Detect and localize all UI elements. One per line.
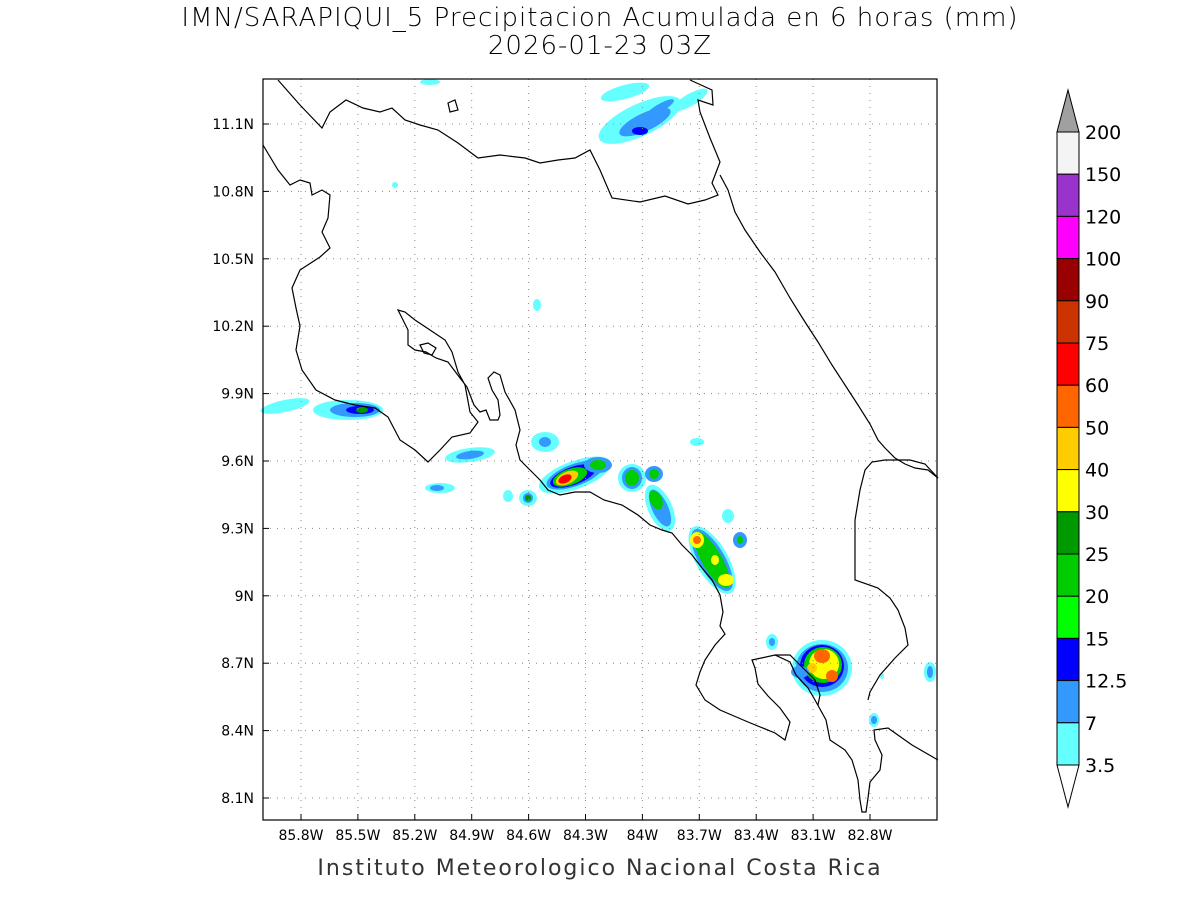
legend-swatch bbox=[1056, 131, 1080, 175]
lat-tick-label: 8.1N bbox=[221, 791, 254, 807]
legend-label: 60 bbox=[1085, 375, 1109, 397]
precip-cluster-gulf bbox=[425, 432, 559, 506]
lat-tick-label: 8.4N bbox=[221, 724, 254, 740]
legend-label: 12.5 bbox=[1085, 671, 1127, 693]
title-line-1: IMN/SARAPIQUI_5 Precipitacion Acumulada … bbox=[181, 3, 1019, 33]
legend-swatch bbox=[1056, 426, 1080, 471]
lon-tick-label: 84.3W bbox=[563, 828, 608, 844]
map-gridlines bbox=[263, 79, 937, 820]
precip-cluster-osa bbox=[766, 634, 936, 727]
precip-cluster-nicoya bbox=[260, 398, 383, 420]
legend-label: 30 bbox=[1085, 502, 1109, 524]
legend-bottom-arrow bbox=[1056, 764, 1080, 809]
lon-tick-label: 85.5W bbox=[335, 828, 380, 844]
precip-blob bbox=[533, 299, 541, 311]
lat-tick-label: 10.5N bbox=[212, 252, 254, 268]
coastline-nicaragua bbox=[277, 79, 721, 205]
coastline-caribbean bbox=[719, 174, 939, 479]
precip-cluster-south-pacific bbox=[688, 526, 736, 594]
lat-tick-label: 9.6N bbox=[221, 454, 254, 470]
legend-label: 7 bbox=[1085, 713, 1097, 735]
lat-tick-label: 10.2N bbox=[212, 319, 254, 335]
lat-tick-label: 11.1N bbox=[212, 117, 254, 133]
legend-swatch bbox=[1056, 173, 1080, 217]
lon-tick-label: 85.8W bbox=[278, 828, 323, 844]
legend-top-arrow bbox=[1056, 88, 1080, 133]
lon-tick-label: 83.7W bbox=[677, 828, 722, 844]
lat-tick-label: 9N bbox=[235, 589, 254, 605]
legend-swatch bbox=[1056, 595, 1080, 639]
lat-tick-label: 10.8N bbox=[212, 184, 254, 200]
lat-tick-label: 9.3N bbox=[221, 521, 254, 537]
lon-tick-label: 84W bbox=[627, 828, 659, 844]
legend-swatch bbox=[1056, 469, 1080, 513]
lat-tick-label: 9.9N bbox=[221, 387, 254, 403]
map-frame bbox=[262, 78, 938, 821]
map-title: IMN/SARAPIQUI_5 Precipitacion Acumulada … bbox=[0, 4, 1200, 60]
legend-label: 3.5 bbox=[1085, 755, 1115, 777]
precipitation-layer bbox=[260, 79, 936, 727]
legend-swatch bbox=[1056, 384, 1080, 428]
legend-swatch bbox=[1056, 300, 1080, 344]
precip-cluster-north bbox=[598, 82, 708, 144]
legend-label: 120 bbox=[1085, 206, 1121, 228]
legend-label: 150 bbox=[1085, 164, 1121, 186]
legend-label: 15 bbox=[1085, 628, 1109, 650]
coastline-lake-arenal bbox=[419, 342, 437, 356]
lon-tick-label: 84.9W bbox=[449, 828, 494, 844]
border-panama bbox=[854, 459, 939, 701]
legend-label: 50 bbox=[1085, 417, 1109, 439]
coastline-layer bbox=[262, 79, 939, 813]
lon-tick-label: 82.8W bbox=[847, 828, 892, 844]
precipitation-legend: 200 150 120 100 90 75 60 50 40 30 25 20 15 12.5 7 3.5 bbox=[1056, 88, 1127, 809]
latitude-axis: 11.1N 10.8N 10.5N 10.2N 9.9N 9.6N 9.3N 9N 8.7N 8.… bbox=[212, 117, 269, 807]
coastline-osa bbox=[775, 654, 821, 706]
precip-cluster-central-pacific bbox=[538, 456, 612, 494]
lon-tick-label: 84.6W bbox=[506, 828, 551, 844]
legend-label: 90 bbox=[1085, 291, 1109, 313]
precip-blob bbox=[420, 79, 440, 85]
precip-blob bbox=[392, 182, 398, 188]
legend-swatch bbox=[1056, 215, 1080, 260]
title-line-2: 2026-01-23 03Z bbox=[487, 31, 713, 61]
lon-tick-label: 83.1W bbox=[791, 828, 836, 844]
legend-swatch bbox=[1056, 511, 1080, 555]
legend-label: 40 bbox=[1085, 460, 1109, 482]
legend-label: 100 bbox=[1085, 249, 1121, 271]
legend-label: 75 bbox=[1085, 333, 1109, 355]
legend-swatch bbox=[1056, 342, 1080, 386]
legend-swatch bbox=[1056, 258, 1080, 302]
coastline-nicaragua-lake bbox=[447, 99, 459, 113]
lon-tick-label: 83.4W bbox=[734, 828, 779, 844]
legend-swatch bbox=[1056, 637, 1080, 682]
lon-tick-label: 85.2W bbox=[392, 828, 437, 844]
lat-tick-label: 8.7N bbox=[221, 656, 254, 672]
map-footer-credit: Instituto Meteorologico Nacional Costa R… bbox=[317, 856, 883, 881]
legend-swatch bbox=[1056, 722, 1080, 766]
legend-label: 25 bbox=[1085, 544, 1109, 566]
legend-swatch bbox=[1056, 680, 1080, 724]
legend-swatch bbox=[1056, 553, 1080, 597]
precip-cluster-84w bbox=[618, 438, 747, 548]
legend-label: 20 bbox=[1085, 586, 1109, 608]
longitude-axis: 85.8W 85.5W 85.2W 84.9W 84.6W 84.3W 84W 83.7W 83… bbox=[278, 814, 893, 844]
legend-label: 200 bbox=[1085, 122, 1121, 144]
coastline-guanacaste bbox=[262, 144, 939, 813]
